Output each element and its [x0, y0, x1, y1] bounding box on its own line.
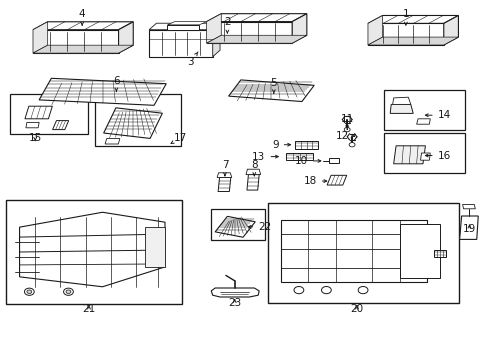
Polygon shape — [416, 119, 429, 124]
Text: 7: 7 — [221, 160, 228, 176]
Text: 13: 13 — [252, 152, 278, 162]
Polygon shape — [246, 175, 259, 190]
Polygon shape — [280, 220, 427, 282]
Polygon shape — [25, 106, 52, 119]
Polygon shape — [326, 175, 346, 185]
Polygon shape — [392, 97, 410, 104]
Polygon shape — [228, 80, 314, 102]
Polygon shape — [206, 35, 306, 43]
Polygon shape — [367, 15, 382, 45]
Polygon shape — [292, 14, 306, 43]
Polygon shape — [245, 169, 260, 175]
Polygon shape — [462, 204, 474, 209]
Text: 18: 18 — [303, 176, 326, 186]
Text: 14: 14 — [425, 110, 450, 120]
Text: 3: 3 — [187, 52, 198, 67]
Polygon shape — [26, 122, 39, 128]
Polygon shape — [443, 15, 458, 45]
Circle shape — [24, 288, 34, 295]
Circle shape — [344, 127, 349, 132]
Text: 10: 10 — [294, 156, 320, 166]
Polygon shape — [367, 15, 458, 23]
Polygon shape — [149, 23, 220, 30]
Polygon shape — [39, 78, 166, 105]
Polygon shape — [53, 121, 68, 130]
Polygon shape — [459, 216, 477, 239]
Circle shape — [348, 143, 354, 147]
Text: 12: 12 — [335, 131, 354, 141]
Circle shape — [66, 290, 71, 293]
Polygon shape — [206, 14, 306, 22]
Polygon shape — [144, 227, 164, 267]
Polygon shape — [33, 22, 133, 30]
Polygon shape — [20, 212, 164, 287]
Text: 15: 15 — [28, 132, 42, 143]
Polygon shape — [118, 22, 133, 53]
Text: 2: 2 — [224, 17, 230, 33]
Polygon shape — [103, 108, 162, 138]
Polygon shape — [399, 225, 439, 278]
Bar — [95, 94, 181, 146]
Bar — [286, 153, 313, 160]
Polygon shape — [33, 45, 133, 53]
Text: 4: 4 — [79, 9, 85, 25]
Bar — [433, 250, 446, 257]
Bar — [294, 141, 318, 149]
Bar — [383, 133, 464, 173]
Circle shape — [293, 287, 303, 294]
Polygon shape — [105, 139, 120, 144]
Polygon shape — [33, 30, 118, 53]
Polygon shape — [206, 14, 221, 43]
Circle shape — [357, 287, 367, 294]
Text: 17: 17 — [171, 132, 187, 144]
Bar — [383, 90, 464, 130]
Text: 16: 16 — [425, 150, 450, 161]
Polygon shape — [149, 30, 212, 57]
Polygon shape — [367, 23, 443, 45]
Bar — [10, 94, 88, 134]
Polygon shape — [367, 37, 458, 45]
Polygon shape — [215, 216, 255, 237]
Polygon shape — [211, 288, 259, 297]
Polygon shape — [420, 153, 429, 160]
Bar — [6, 200, 182, 304]
Polygon shape — [212, 23, 220, 57]
Polygon shape — [217, 173, 231, 177]
Polygon shape — [167, 22, 206, 25]
Text: 19: 19 — [462, 224, 475, 234]
Polygon shape — [393, 146, 425, 164]
Text: 20: 20 — [350, 303, 363, 314]
Text: 5: 5 — [270, 78, 277, 93]
Text: 22: 22 — [248, 222, 271, 232]
Text: 6: 6 — [113, 76, 120, 91]
Circle shape — [321, 287, 331, 294]
Text: 9: 9 — [271, 140, 290, 150]
Polygon shape — [206, 22, 292, 43]
Polygon shape — [389, 104, 412, 113]
Polygon shape — [218, 177, 230, 192]
Text: 8: 8 — [250, 160, 257, 176]
Bar — [328, 158, 339, 163]
Polygon shape — [167, 25, 199, 30]
Text: 21: 21 — [82, 303, 96, 314]
Circle shape — [27, 290, 32, 293]
Text: 23: 23 — [227, 298, 241, 308]
Text: 11: 11 — [340, 114, 353, 129]
Bar — [211, 209, 264, 240]
Polygon shape — [33, 22, 48, 53]
Bar — [267, 203, 458, 303]
Circle shape — [63, 288, 73, 295]
Text: 1: 1 — [402, 9, 408, 25]
